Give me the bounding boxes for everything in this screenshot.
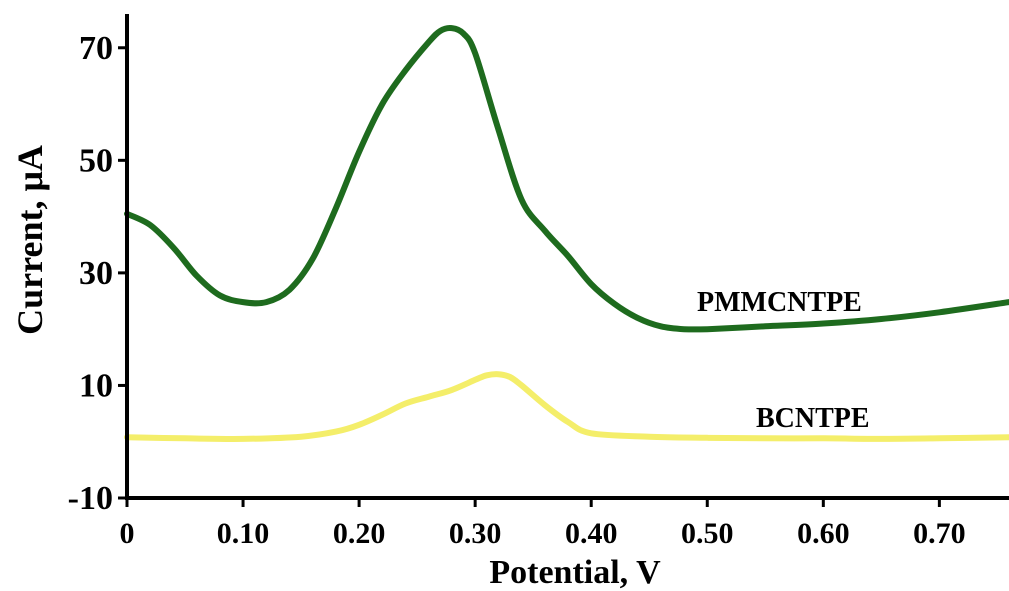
- x-tick-label: 0: [120, 517, 135, 550]
- y-tick-label: -10: [68, 480, 113, 517]
- x-tick-label: 0.70: [913, 517, 966, 550]
- axes-layer: [125, 14, 1009, 500]
- x-tick-label: 0.10: [217, 517, 270, 550]
- series-label-bcntpe: BCNTPE: [756, 403, 870, 434]
- y-axis-title: Current, μA: [10, 145, 50, 335]
- x-tick-label: 0.40: [565, 517, 618, 550]
- y-tick-label: 70: [79, 30, 113, 67]
- series-layer: [124, 24, 1009, 442]
- x-tick-label: 0.20: [333, 517, 386, 550]
- y-tick-label: 50: [79, 142, 113, 179]
- y-tick-label: 30: [79, 255, 113, 292]
- series-label-pmmcntpe: PMMCNTPE: [697, 287, 862, 318]
- x-tick-label: 0.30: [449, 517, 502, 550]
- y-tick-label: 10: [79, 367, 113, 404]
- series-line-bcntpe: [124, 371, 1009, 442]
- series-line-pmmcntpe: [124, 24, 1009, 333]
- x-tick-label: 0.50: [681, 517, 734, 550]
- x-axis-title: Potential, V: [489, 554, 661, 591]
- ticks-layer: 0 0.10 0.20 0.30 0.40 0.50 0.60 0.70 -10 10 30 50 70: [68, 30, 966, 550]
- x-tick-label: 0.60: [797, 517, 850, 550]
- labels-layer: Current, μA Potential, V PMMCNTPE BCNTPE: [10, 145, 870, 591]
